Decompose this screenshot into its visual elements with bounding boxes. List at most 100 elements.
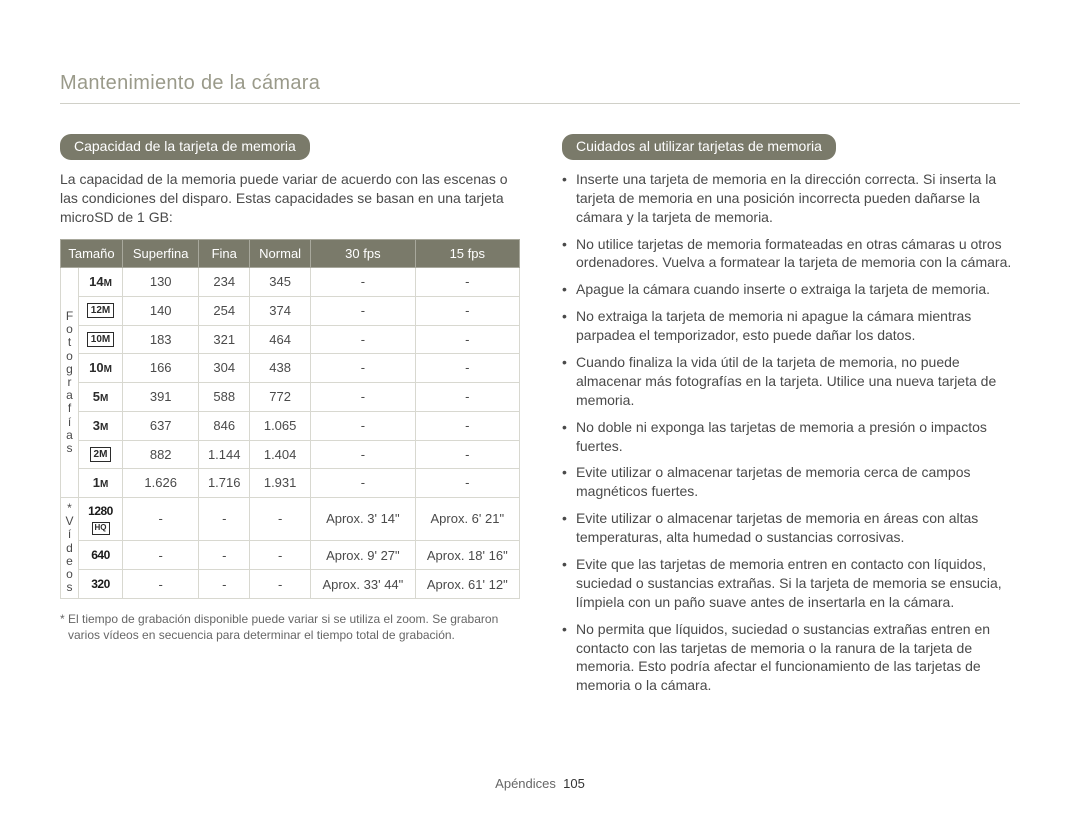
data-cell: - [415, 354, 519, 383]
data-cell: - [311, 325, 415, 354]
data-cell: 345 [250, 268, 311, 297]
size-cell: 10M [79, 354, 123, 383]
data-cell: - [123, 497, 199, 540]
th-15fps: 15 fps [415, 239, 519, 268]
data-cell: 588 [199, 382, 250, 411]
data-cell: - [415, 411, 519, 440]
data-cell: - [311, 296, 415, 325]
care-list-item: Apague la cámara cuando inserte o extrai… [562, 280, 1020, 299]
care-list-item: No extraiga la tarjeta de memoria ni apa… [562, 307, 1020, 345]
data-cell: 464 [250, 325, 311, 354]
capacity-table: Tamaño Superfina Fina Normal 30 fps 15 f… [60, 239, 520, 600]
left-heading-pill: Capacidad de la tarjeta de memoria [60, 134, 310, 160]
data-cell: - [415, 440, 519, 469]
data-cell: Aprox. 33' 44" [311, 570, 415, 599]
data-cell: - [415, 296, 519, 325]
size-cell: 5M [79, 382, 123, 411]
data-cell: - [311, 469, 415, 498]
table-row: 5M391588772-- [61, 382, 520, 411]
table-header-row: Tamaño Superfina Fina Normal 30 fps 15 f… [61, 239, 520, 268]
data-cell: - [311, 411, 415, 440]
data-cell: - [199, 570, 250, 599]
size-cell: 14M [79, 268, 123, 297]
table-row: 12M140254374-- [61, 296, 520, 325]
data-cell: 846 [199, 411, 250, 440]
table-row: *Vídeos1280HQ---Aprox. 3' 14"Aprox. 6' 2… [61, 497, 520, 540]
size-cell: 2M [79, 440, 123, 469]
data-cell: - [415, 268, 519, 297]
care-list-item: No permita que líquidos, suciedad o sust… [562, 620, 1020, 696]
side-label-videos: *Vídeos [61, 497, 79, 598]
table-row: 10M166304438-- [61, 354, 520, 383]
side-label-photos: Fotografías [61, 268, 79, 498]
page-title: Mantenimiento de la cámara [60, 70, 1020, 104]
data-cell: - [311, 354, 415, 383]
data-cell: 140 [123, 296, 199, 325]
footer-page-number: 105 [563, 776, 585, 791]
size-cell: 1280HQ [79, 497, 123, 540]
data-cell: 254 [199, 296, 250, 325]
data-cell: - [199, 497, 250, 540]
data-cell: - [415, 382, 519, 411]
data-cell: - [199, 541, 250, 570]
table-row: 640---Aprox. 9' 27"Aprox. 18' 16" [61, 541, 520, 570]
size-cell: 1M [79, 469, 123, 498]
data-cell: - [250, 541, 311, 570]
th-fina: Fina [199, 239, 250, 268]
care-list-item: Evite que las tarjetas de memoria entren… [562, 555, 1020, 612]
table-row: 320---Aprox. 33' 44"Aprox. 61' 12" [61, 570, 520, 599]
data-cell: 374 [250, 296, 311, 325]
table-row: Fotografías14M130234345-- [61, 268, 520, 297]
right-heading-pill: Cuidados al utilizar tarjetas de memoria [562, 134, 836, 160]
data-cell: - [123, 570, 199, 599]
data-cell: 304 [199, 354, 250, 383]
data-cell: 1.144 [199, 440, 250, 469]
data-cell: - [250, 497, 311, 540]
data-cell: Aprox. 9' 27" [311, 541, 415, 570]
care-list-item: Evite utilizar o almacenar tarjetas de m… [562, 509, 1020, 547]
data-cell: - [311, 268, 415, 297]
data-cell: 1.626 [123, 469, 199, 498]
table-row: 1M1.6261.7161.931-- [61, 469, 520, 498]
data-cell: 1.931 [250, 469, 311, 498]
table-row: 3M6378461.065-- [61, 411, 520, 440]
table-row: 10M183321464-- [61, 325, 520, 354]
data-cell: 183 [123, 325, 199, 354]
size-cell: 640 [79, 541, 123, 570]
data-cell: - [123, 541, 199, 570]
data-cell: - [415, 469, 519, 498]
data-cell: Aprox. 61' 12" [415, 570, 519, 599]
th-normal: Normal [250, 239, 311, 268]
footer-section: Apéndices [495, 776, 556, 791]
data-cell: Aprox. 3' 14" [311, 497, 415, 540]
table-row: 2M8821.1441.404-- [61, 440, 520, 469]
data-cell: 1.065 [250, 411, 311, 440]
size-cell: 10M [79, 325, 123, 354]
size-cell: 12M [79, 296, 123, 325]
data-cell: 882 [123, 440, 199, 469]
data-cell: 130 [123, 268, 199, 297]
left-intro: La capacidad de la memoria puede variar … [60, 170, 520, 227]
data-cell: 1.716 [199, 469, 250, 498]
size-cell: 3M [79, 411, 123, 440]
data-cell: 234 [199, 268, 250, 297]
data-cell: Aprox. 6' 21" [415, 497, 519, 540]
data-cell: - [250, 570, 311, 599]
data-cell: 321 [199, 325, 250, 354]
data-cell: 637 [123, 411, 199, 440]
data-cell: - [311, 440, 415, 469]
data-cell: 438 [250, 354, 311, 383]
th-30fps: 30 fps [311, 239, 415, 268]
page-footer: Apéndices 105 [0, 775, 1080, 793]
care-list-item: No doble ni exponga las tarjetas de memo… [562, 418, 1020, 456]
data-cell: - [415, 325, 519, 354]
data-cell: 1.404 [250, 440, 311, 469]
data-cell: 772 [250, 382, 311, 411]
data-cell: - [311, 382, 415, 411]
data-cell: Aprox. 18' 16" [415, 541, 519, 570]
data-cell: 391 [123, 382, 199, 411]
left-column: Capacidad de la tarjeta de memoria La ca… [60, 134, 520, 703]
care-list-item: No utilice tarjetas de memoria formatead… [562, 235, 1020, 273]
content-columns: Capacidad de la tarjeta de memoria La ca… [60, 134, 1020, 703]
size-cell: 320 [79, 570, 123, 599]
